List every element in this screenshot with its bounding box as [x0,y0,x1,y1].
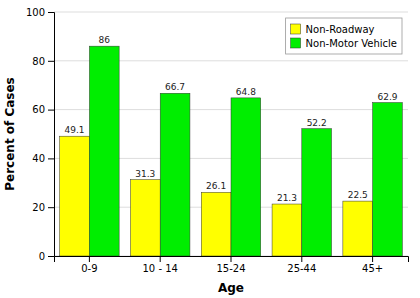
tick: 80 [32,56,54,67]
data-label: 22.5 [348,190,368,200]
data-label: 62.9 [377,92,397,102]
tick: 20 [32,202,54,213]
tick-label: 0-9 [81,263,97,274]
bar [343,201,373,256]
tick: 100 [26,7,54,18]
data-label: 26.1 [206,181,226,191]
tick-mark [301,256,302,262]
tick: 60 [32,104,54,115]
tick-mark [48,207,54,208]
axis-line [55,257,409,263]
legend-box [286,18,402,54]
tick: 0-9 [81,256,97,274]
tick: 40 [32,153,54,164]
bar [231,98,261,256]
tick: 15-24 [216,256,245,274]
tick-mark [48,256,54,257]
data-label: 86 [99,35,111,45]
grid-line [54,12,408,13]
tick-label: 40 [32,153,45,164]
data-label: 21.3 [277,193,297,203]
tick-label: 25-44 [287,263,316,274]
tick-mark [48,110,54,111]
tick-label: 20 [32,202,45,213]
bar [272,204,302,256]
data-label: 52.2 [307,118,327,128]
bar [89,46,119,256]
grid [54,12,408,256]
data-label: 49.1 [65,125,85,135]
legend-swatch [291,38,301,48]
bar [373,103,403,256]
data-labels: 49.1 31.3 26.1 21.3 22.5 86 66.7 64.8 52.2 62.9 [65,35,398,203]
tick-label: 100 [26,7,45,18]
axis-line [48,13,55,257]
tick: 0 [39,251,54,262]
tick-mark [48,61,54,62]
tick-mark [160,256,161,262]
y-axis-title: Percent of Cases [3,77,17,191]
x-axis-title: Age [218,281,244,295]
legend-swatch [291,24,301,34]
bar [302,129,332,256]
bars [60,46,403,256]
bar [60,136,90,256]
legend: Non-Roadway Non-Motor Vehicle [286,18,402,54]
tick-label: 15-24 [216,263,245,274]
tick-mark [372,256,373,262]
tick-label: 10 - 14 [142,263,177,274]
legend-label: Non-Roadway [306,24,375,35]
legend-label: Non-Motor Vehicle [306,38,397,49]
tick-mark [48,158,54,159]
tick: 45+ [362,256,383,274]
x-axis: 0-9 10 - 14 15-24 25-44 45+ [55,256,409,274]
data-label: 64.8 [236,87,256,97]
bar [201,192,231,256]
tick-label: 60 [32,104,45,115]
tick-mark [89,256,90,262]
bar [160,93,190,256]
tick-mark [48,12,54,13]
legend-entry: Non-Motor Vehicle [291,38,397,49]
tick-label: 0 [39,251,45,262]
y-axis: 0 20 40 60 80 100 [26,7,55,262]
chart: 49.1 31.3 26.1 21.3 22.5 86 66.7 64.8 52.2 62.9 0-… [0,0,420,298]
tick: 25-44 [287,256,316,274]
tick-mark [231,256,232,262]
tick: 10 - 14 [142,256,177,274]
tick-label: 45+ [362,263,383,274]
data-label: 31.3 [135,169,155,179]
plot: 49.1 31.3 26.1 21.3 22.5 86 66.7 64.8 52.2 62.9 0-… [26,7,409,274]
tick-label: 80 [32,56,45,67]
legend-entry: Non-Roadway [291,24,375,35]
bar [130,180,160,256]
data-label: 66.7 [165,82,185,92]
